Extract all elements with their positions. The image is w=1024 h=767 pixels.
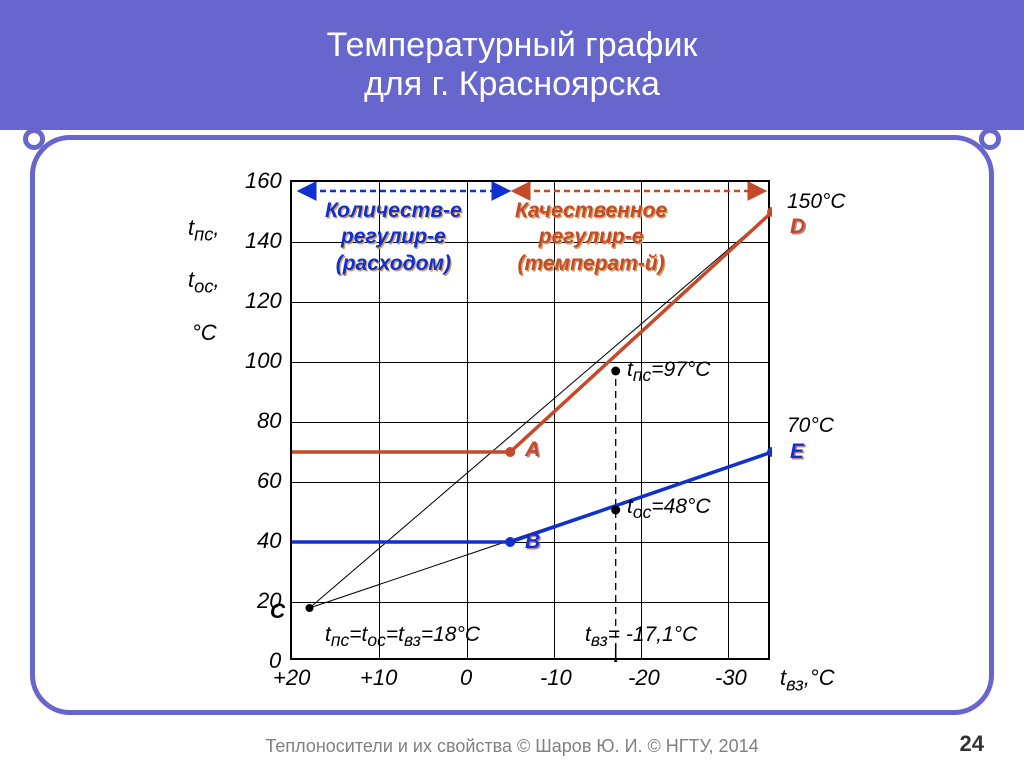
xtick-p10: +10: [360, 665, 397, 691]
anno-tos48: tос=48°C: [627, 495, 711, 523]
point-C-label: C: [270, 600, 285, 624]
x-axis-label: tвз,°C: [780, 665, 835, 695]
corner-dot-tr: [979, 128, 1001, 150]
anno-70C: 70°C: [787, 414, 834, 438]
xtick-p20: +20: [273, 665, 310, 691]
anno-tps97: tпс=97°C: [627, 358, 710, 386]
anno-tvz: tвз= -17,1°C: [585, 623, 697, 651]
y-axis-label-1: tпс,: [188, 215, 220, 245]
regulation-left-label: Количеств-е регулир-е (расходом): [325, 198, 462, 277]
point-E-label: E: [790, 440, 804, 464]
slide-title: Температурный график для г. Красноярска: [327, 26, 698, 104]
point-B-label: B: [525, 530, 540, 554]
anno-c18: tпс=tос=tвз=18°C: [325, 623, 480, 651]
anno-150C: 150°C: [787, 190, 846, 214]
page-number: 24: [960, 731, 984, 757]
point-A-label: A: [525, 438, 540, 462]
corner-dot-tl: [23, 128, 45, 150]
y-axis-label-2: tос,: [188, 267, 220, 297]
xtick-0: 0: [460, 665, 472, 691]
xtick-m30: -30: [715, 665, 747, 691]
slide-footer: Теплоносители и их свойства © Шаров Ю. И…: [0, 736, 1024, 757]
y-axis-label-3: °C: [192, 320, 217, 346]
point-D-label: D: [790, 215, 805, 239]
regulation-right-label: Качественное регулир-е (температ-й): [515, 198, 667, 277]
chart-container: tпс, tос, °C 160 140 120 100 80 60 40 20…: [130, 160, 910, 700]
slide-title-band: Температурный график для г. Красноярска: [0, 0, 1024, 130]
xtick-m20: -20: [628, 665, 660, 691]
xtick-m10: -10: [540, 665, 572, 691]
